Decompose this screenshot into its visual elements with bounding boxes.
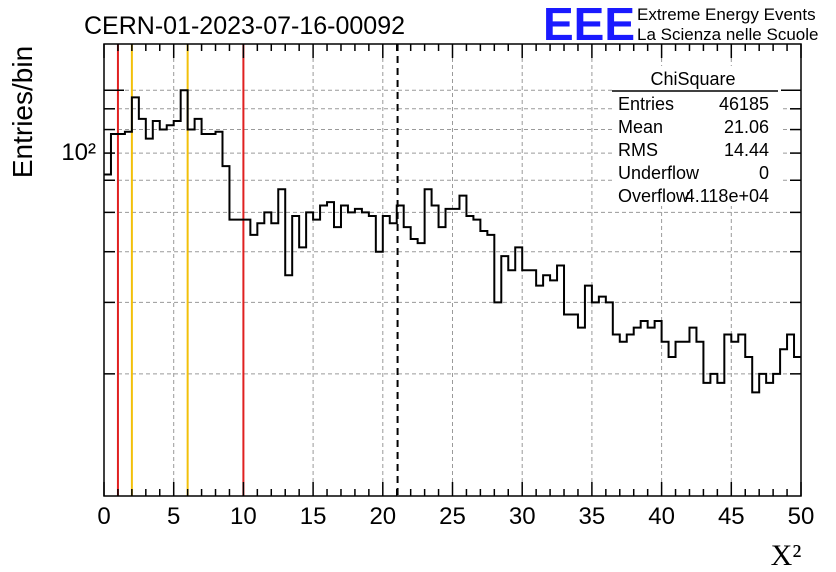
stats-value-underflow: 0 <box>759 163 769 183</box>
logo-line-2: La Scienza nelle Scuole <box>637 25 818 44</box>
x-tick-label: 0 <box>97 503 110 530</box>
y-axis-label: Entries/bin <box>7 46 38 178</box>
x-axis-label: X² <box>771 539 802 572</box>
x-tick-label: 5 <box>167 503 180 530</box>
logo-line-1: Extreme Energy Events <box>637 5 816 24</box>
marker-lines <box>116 44 399 496</box>
stats-box: ChiSquare Entries 46185 Mean 21.06 RMS 1… <box>612 66 780 206</box>
stats-label-mean: Mean <box>618 117 663 137</box>
stats-value-entries: 46185 <box>719 94 769 114</box>
stats-value-mean: 21.06 <box>724 117 769 137</box>
stats-label-rms: RMS <box>618 140 658 160</box>
stats-value-rms: 14.44 <box>724 140 769 160</box>
x-tick-label: 45 <box>718 503 745 530</box>
axis-ticks <box>103 44 802 496</box>
histogram-series <box>104 89 801 394</box>
stats-label-overflow: Overflow <box>618 186 690 206</box>
x-tick-label: 15 <box>300 503 327 530</box>
stats-value-overflow: 4.118e+04 <box>685 186 769 206</box>
stats-title: ChiSquare <box>650 69 735 89</box>
eee-logo: EEE <box>543 0 635 50</box>
x-tick-label: 40 <box>648 503 675 530</box>
x-tick-labels: 0 5 10 15 20 25 30 35 40 45 50 <box>97 503 814 530</box>
x-tick-label: 20 <box>369 503 396 530</box>
x-tick-label: 25 <box>439 503 466 530</box>
y-tick-label: 10² <box>61 139 96 166</box>
x-tick-label: 50 <box>788 503 815 530</box>
stats-label-underflow: Underflow <box>618 163 700 183</box>
run-title: CERN-01-2023-07-16-00092 <box>84 12 405 40</box>
x-tick-label: 30 <box>509 503 536 530</box>
stats-label-entries: Entries <box>618 94 674 114</box>
x-tick-label: 10 <box>230 503 257 530</box>
x-tick-label: 35 <box>579 503 606 530</box>
